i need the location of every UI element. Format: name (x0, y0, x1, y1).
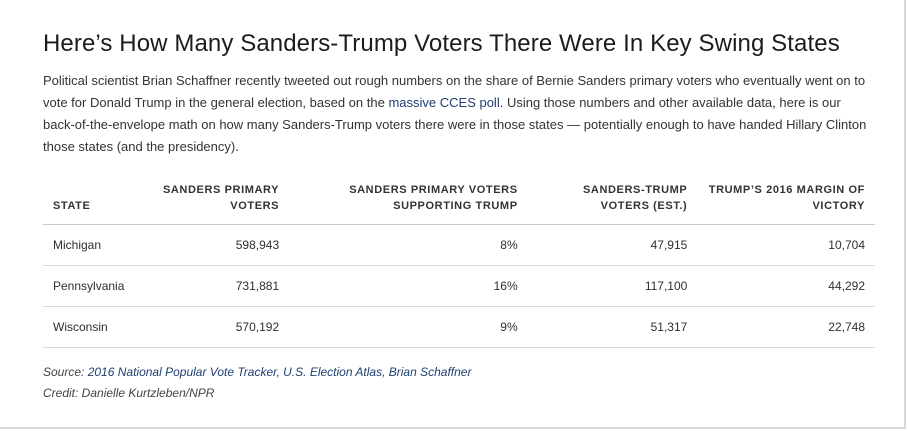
table-row: Pennsylvania 731,881 16% 117,100 44,292 (43, 265, 875, 307)
cces-poll-link[interactable]: massive CCES poll (388, 95, 500, 110)
cell-sanders-primary-voters: 731,881 (134, 265, 290, 307)
table-row: Wisconsin 570,192 9% 51,317 22,748 (43, 306, 875, 348)
cell-trump-margin: 10,704 (697, 224, 875, 266)
cell-state: Wisconsin (43, 306, 135, 348)
cell-sanders-trump-voters: 117,100 (527, 265, 698, 307)
cell-state: Pennsylvania (43, 265, 135, 307)
notes: Source: 2016 National Popular Vote Track… (43, 362, 875, 404)
intro-text-part1: Political scientist Brian Schaffner rece… (43, 73, 866, 110)
cell-state: Michigan (43, 224, 135, 266)
table-row: Michigan 598,943 8% 47,915 10,704 (43, 224, 875, 266)
table-header-row: State Sanders primary voters Sanders pri… (43, 182, 875, 225)
cell-supporting-trump: 9% (289, 306, 528, 348)
cell-sanders-trump-voters: 47,915 (527, 224, 698, 266)
cell-sanders-primary-voters: 570,192 (134, 306, 290, 348)
cell-trump-margin: 22,748 (697, 306, 875, 348)
intro-paragraph: Political scientist Brian Schaffner rece… (43, 70, 875, 158)
source-line: Source: 2016 National Popular Vote Track… (43, 362, 875, 383)
cell-supporting-trump: 16% (289, 265, 528, 307)
cell-sanders-trump-voters: 51,317 (527, 306, 698, 348)
voters-table: State Sanders primary voters Sanders pri… (43, 182, 875, 348)
article-graphic: Here’s How Many Sanders-Trump Voters The… (43, 28, 875, 404)
column-header-supporting-trump: Sanders primary voters supporting Trump (289, 182, 528, 225)
column-header-state: State (43, 182, 135, 225)
credit-line: Credit: Danielle Kurtzleben/NPR (43, 386, 215, 400)
cell-sanders-primary-voters: 598,943 (134, 224, 290, 266)
cell-trump-margin: 44,292 (697, 265, 875, 307)
source-link[interactable]: 2016 National Popular Vote Tracker, U.S.… (87, 365, 472, 379)
graphic-title: Here’s How Many Sanders-Trump Voters The… (43, 30, 840, 57)
cell-supporting-trump: 8% (289, 224, 528, 266)
column-header-sanders-primary-voters: Sanders primary voters (134, 182, 290, 225)
source-label: Source: (43, 365, 88, 379)
intro-text-part2: . Using those numbers and other availabl… (43, 95, 867, 154)
column-header-trump-margin: Trump’s 2016 margin of victory (697, 182, 875, 225)
column-header-sanders-trump-voters: Sanders-Trump voters (est.) (527, 182, 698, 225)
